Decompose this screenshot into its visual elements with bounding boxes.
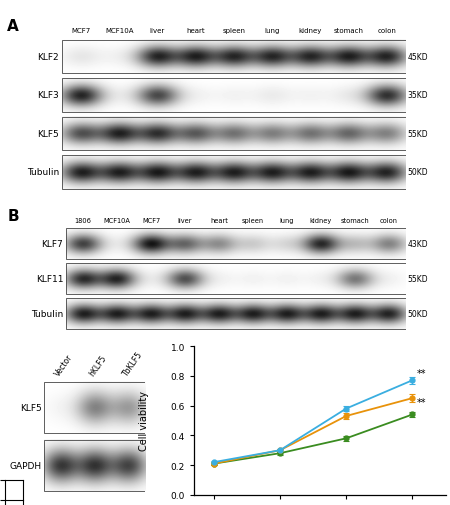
- Bar: [44, 382, 145, 433]
- Text: MCF7: MCF7: [71, 28, 90, 34]
- Bar: [66, 229, 406, 260]
- Text: kidney: kidney: [298, 28, 322, 34]
- Text: KLF5: KLF5: [37, 130, 59, 139]
- Bar: [62, 156, 406, 189]
- Bar: [44, 440, 145, 491]
- Text: 50KD: 50KD: [408, 310, 428, 318]
- Text: liver: liver: [178, 218, 192, 224]
- Text: 55KD: 55KD: [408, 275, 428, 283]
- Text: 50KD: 50KD: [408, 168, 428, 177]
- Text: spleen: spleen: [222, 28, 245, 34]
- Text: lung: lung: [280, 218, 294, 224]
- Text: liver: liver: [150, 28, 165, 34]
- Text: heart: heart: [210, 218, 228, 224]
- Bar: [62, 79, 406, 113]
- Text: hKLF5: hKLF5: [87, 353, 108, 377]
- Text: spleen: spleen: [242, 218, 264, 224]
- Text: KLF5: KLF5: [20, 403, 42, 413]
- Text: Tubulin: Tubulin: [27, 168, 59, 177]
- Text: lung: lung: [264, 28, 280, 34]
- Text: stomach: stomach: [333, 28, 364, 34]
- Text: B: B: [8, 209, 19, 224]
- Bar: [62, 117, 406, 151]
- Text: KLF11: KLF11: [36, 275, 63, 283]
- Text: colon: colon: [377, 28, 396, 34]
- Text: stomach: stomach: [341, 218, 369, 224]
- Text: TbKLF5: TbKLF5: [121, 349, 144, 377]
- Text: 45KD: 45KD: [408, 53, 428, 62]
- Text: GAPDH: GAPDH: [10, 462, 42, 471]
- Bar: [62, 40, 406, 74]
- Text: kidney: kidney: [310, 218, 332, 224]
- Text: **: **: [416, 397, 426, 407]
- Text: MCF10A: MCF10A: [104, 218, 130, 224]
- Text: 1806: 1806: [75, 218, 92, 224]
- Bar: [66, 264, 406, 294]
- Text: heart: heart: [186, 28, 205, 34]
- Text: colon: colon: [380, 218, 398, 224]
- Text: KLF7: KLF7: [41, 240, 63, 248]
- Y-axis label: Cell viability: Cell viability: [139, 391, 149, 450]
- Text: KLF2: KLF2: [37, 53, 59, 62]
- Text: 35KD: 35KD: [408, 91, 428, 100]
- Text: MCF7: MCF7: [142, 218, 160, 224]
- Text: 43KD: 43KD: [408, 240, 428, 248]
- Text: Vector: Vector: [54, 352, 75, 377]
- Text: **: **: [416, 368, 426, 378]
- Text: A: A: [7, 19, 19, 33]
- Text: KLF3: KLF3: [37, 91, 59, 100]
- Text: Tubulin: Tubulin: [31, 310, 63, 318]
- Bar: [66, 298, 406, 329]
- Text: MCF10A: MCF10A: [105, 28, 133, 34]
- Text: 55KD: 55KD: [408, 130, 428, 139]
